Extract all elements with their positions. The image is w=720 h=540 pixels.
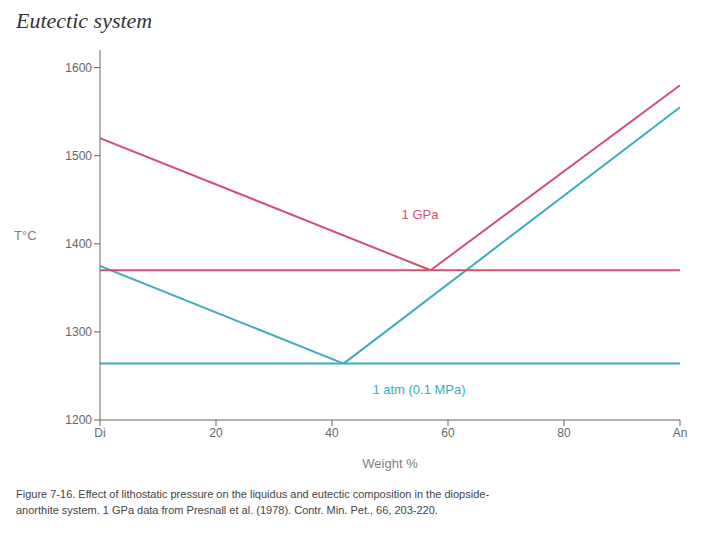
- svg-text:80: 80: [557, 426, 571, 440]
- svg-text:1500: 1500: [65, 149, 92, 163]
- html-text:Eutectic system: Eutectic system: [16, 8, 153, 33]
- svg-text:20: 20: [209, 426, 223, 440]
- svg-text:1600: 1600: [65, 61, 92, 75]
- svg-text:An: An: [673, 426, 688, 440]
- svg-text:1 atm (0.1 MPa): 1 atm (0.1 MPa): [372, 382, 465, 397]
- svg-text:Di: Di: [94, 426, 105, 440]
- svg-text:1400: 1400: [65, 237, 92, 251]
- svg-text:1200: 1200: [65, 413, 92, 427]
- svg-text:60: 60: [441, 426, 455, 440]
- svg-text:1 GPa: 1 GPa: [402, 207, 440, 222]
- svg-text:Weight %: Weight %: [362, 456, 418, 471]
- html-text:anorthite system. 1 GPa data f: anorthite system. 1 GPa data from Presna…: [16, 504, 438, 516]
- svg-text:1300: 1300: [65, 325, 92, 339]
- svg-text:40: 40: [325, 426, 339, 440]
- svg-text:T°C: T°C: [14, 228, 37, 243]
- html-text:Figure 7-16. Effect of lithost: Figure 7-16. Effect of lithostatic press…: [16, 488, 490, 500]
